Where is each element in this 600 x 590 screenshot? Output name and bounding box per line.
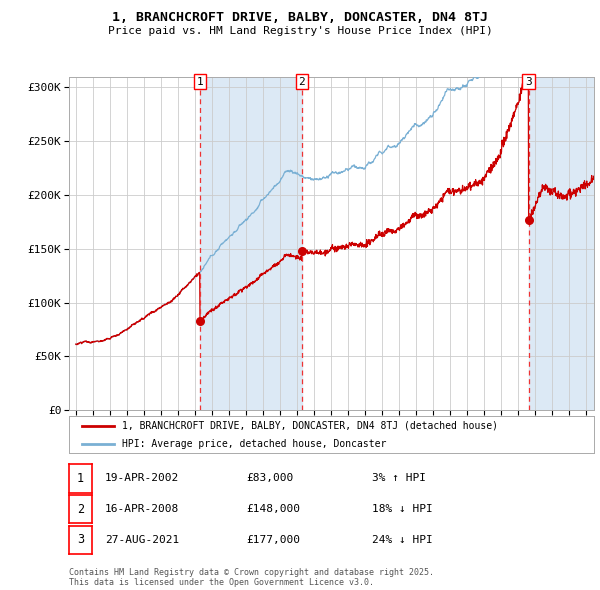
Text: 18% ↓ HPI: 18% ↓ HPI (372, 504, 433, 514)
Text: £177,000: £177,000 (246, 535, 300, 545)
Text: 16-APR-2008: 16-APR-2008 (105, 504, 179, 514)
Text: Price paid vs. HM Land Registry's House Price Index (HPI): Price paid vs. HM Land Registry's House … (107, 26, 493, 36)
Bar (200, 77, 302, 410)
Text: Contains HM Land Registry data © Crown copyright and database right 2025.
This d: Contains HM Land Registry data © Crown c… (69, 568, 434, 587)
Text: £83,000: £83,000 (246, 474, 293, 483)
Text: 24% ↓ HPI: 24% ↓ HPI (372, 535, 433, 545)
Text: 3: 3 (77, 533, 84, 546)
Text: 27-AUG-2021: 27-AUG-2021 (105, 535, 179, 545)
Text: 1: 1 (196, 77, 203, 87)
Text: 2: 2 (298, 77, 305, 87)
Text: 2: 2 (77, 503, 84, 516)
Text: 1, BRANCHCROFT DRIVE, BALBY, DONCASTER, DN4 8TJ: 1, BRANCHCROFT DRIVE, BALBY, DONCASTER, … (112, 11, 488, 24)
Text: £148,000: £148,000 (246, 504, 300, 514)
Text: 19-APR-2002: 19-APR-2002 (105, 474, 179, 483)
Text: 1: 1 (77, 472, 84, 485)
Text: 3: 3 (525, 77, 532, 87)
Text: HPI: Average price, detached house, Doncaster: HPI: Average price, detached house, Donc… (121, 439, 386, 449)
Text: 1, BRANCHCROFT DRIVE, BALBY, DONCASTER, DN4 8TJ (detached house): 1, BRANCHCROFT DRIVE, BALBY, DONCASTER, … (121, 421, 497, 431)
Bar (529, 77, 594, 410)
Text: 3% ↑ HPI: 3% ↑ HPI (372, 474, 426, 483)
